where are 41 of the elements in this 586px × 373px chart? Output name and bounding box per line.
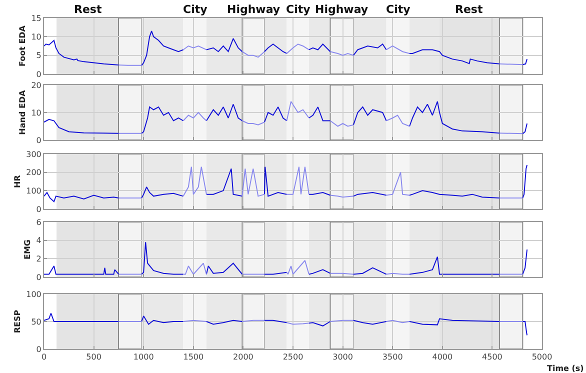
band-label: Rest — [455, 3, 483, 16]
y-axis-title: HR — [12, 175, 22, 188]
y-tick-label: 6 — [36, 218, 42, 227]
x-tick-label: 4500 — [482, 352, 502, 362]
x-tick-label: 5000 — [532, 352, 552, 362]
y-tick-label: 0 — [36, 204, 42, 214]
y-axis-title: Foot EDA — [18, 24, 27, 67]
x-axis-title: Time (s) — [547, 364, 584, 373]
band-label: Highway — [315, 3, 368, 16]
y-tick-label: 0 — [36, 70, 42, 79]
y-tick-label: 2 — [36, 254, 42, 264]
y-axis-title: Hand EDA — [18, 89, 27, 135]
band-label: City — [183, 3, 208, 16]
y-tick-label: 300 — [26, 150, 42, 159]
y-tick-label: 15 — [31, 14, 42, 23]
x-tick-label: 4000 — [432, 352, 453, 362]
y-axis-title: RESP — [12, 310, 22, 334]
y-tick-label: 10 — [31, 108, 42, 118]
x-tick-label: 2000 — [233, 352, 254, 362]
y-tick-label: 0 — [36, 344, 42, 354]
y-tick-label: 0 — [36, 136, 42, 145]
x-tick-label: 500 — [86, 352, 102, 362]
band-label: City — [386, 3, 410, 16]
band-label: City — [286, 3, 310, 16]
y-tick-label: 10 — [31, 32, 42, 42]
y-tick-label: 200 — [26, 168, 42, 178]
y-tick-label: 20 — [31, 80, 42, 90]
y-tick-label: 5 — [36, 51, 42, 60]
y-tick-label: 100 — [26, 186, 42, 196]
x-tick-label: 1500 — [183, 352, 204, 362]
y-tick-label: 50 — [31, 317, 42, 326]
y-tick-label: 0 — [36, 272, 42, 282]
band-label: Rest — [74, 3, 102, 16]
y-tick-label: 100 — [26, 290, 42, 299]
x-tick-label: 2500 — [282, 352, 304, 362]
x-tick-label: 3500 — [382, 352, 403, 362]
y-axis-title: EMG — [23, 240, 32, 260]
band-label: Highway — [227, 3, 280, 16]
x-tick-label: 1000 — [133, 352, 154, 362]
y-tick-label: 4 — [36, 236, 42, 246]
x-tick-label: 3000 — [332, 352, 353, 362]
